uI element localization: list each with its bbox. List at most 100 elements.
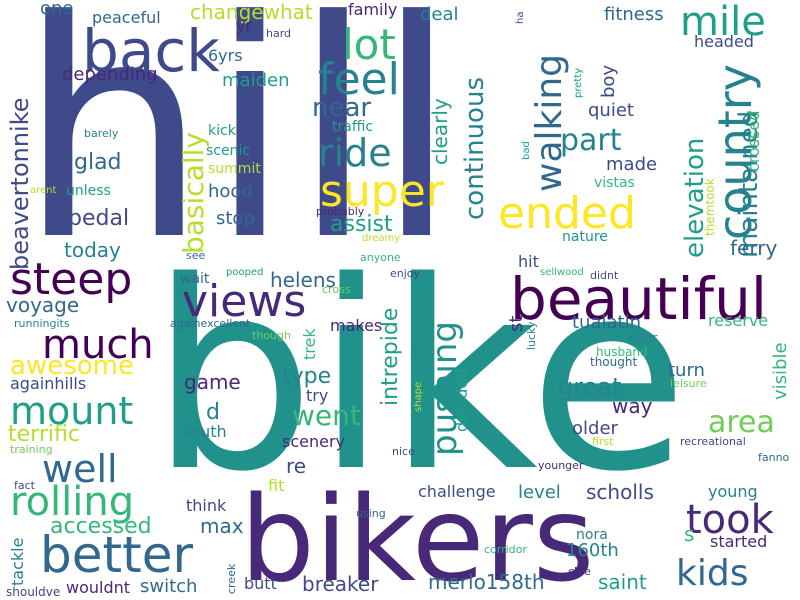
word-training: training — [10, 443, 53, 456]
word-reserve: reserve — [708, 311, 769, 330]
word-game: game — [184, 370, 241, 394]
word-fitness: fitness — [604, 4, 664, 25]
word-though: though — [252, 329, 291, 342]
word-wait: wait — [180, 271, 210, 287]
word-much: much — [42, 322, 154, 368]
word-tackle: tackle — [8, 537, 27, 586]
word-started: started — [710, 532, 768, 551]
word-challenge: challenge — [418, 482, 496, 501]
word-breaker: breaker — [302, 572, 379, 596]
word-awesome: awesome — [10, 351, 134, 381]
word-hood: hood — [208, 181, 253, 202]
word-creek: creek — [225, 563, 238, 594]
word-fit: fit — [268, 476, 285, 495]
word-barely: barely — [84, 127, 119, 140]
word-6yrs: 6yrs — [208, 46, 243, 65]
word-fact: fact — [14, 479, 35, 492]
word-took: took — [686, 497, 774, 543]
word-maiden: maiden — [222, 70, 290, 91]
word-depending: depending — [62, 64, 158, 85]
word-st: st — [506, 315, 527, 332]
word-themtook: themtook — [703, 178, 717, 236]
word-near: near — [312, 93, 372, 123]
word-s: s — [684, 522, 695, 546]
word-saint: saint — [598, 570, 647, 594]
word-nora: nora — [576, 527, 608, 543]
word-accessed: accessed — [50, 514, 152, 539]
word-young: young — [708, 482, 758, 501]
word-turn: turn — [668, 360, 705, 381]
word-lucky: lucky — [525, 321, 538, 350]
word-glad: glad — [74, 150, 122, 175]
word-visible: visible — [770, 342, 791, 400]
word-first: first — [592, 435, 614, 448]
word-probably: probably — [316, 205, 365, 218]
word-level: level — [518, 482, 561, 503]
word-terrific: terrific — [8, 422, 80, 447]
word-nature: nature — [562, 229, 608, 245]
word-sellwood: sellwood — [540, 267, 584, 278]
word-great: great — [558, 373, 622, 401]
word-peaceful: peaceful — [92, 8, 161, 27]
word-hard: hard — [266, 27, 292, 40]
word-trek: trek — [300, 328, 319, 360]
word-mount: mount — [10, 389, 134, 433]
word-ferry: ferry — [730, 236, 778, 260]
word-back: back — [82, 17, 220, 85]
word-beautiful: beautiful — [510, 265, 767, 333]
word-ride: ride — [318, 131, 392, 175]
word-today: today — [64, 238, 121, 262]
word-makes: makes — [330, 316, 383, 335]
word-bad: bad — [521, 141, 532, 160]
word-anyone: anyone — [360, 251, 401, 264]
word-mile: mile — [680, 0, 766, 45]
word-enjoy: enjoy — [390, 267, 421, 280]
word-summit: summit — [208, 161, 261, 177]
word-using: using — [356, 507, 386, 520]
word-againexcellent: againexcellent — [170, 317, 251, 330]
word-area: area — [708, 405, 775, 440]
word-type: type — [282, 364, 332, 389]
word-scenic: scenic — [206, 143, 251, 159]
word-160th: 160th — [566, 540, 619, 561]
word-scenery: scenery — [282, 432, 346, 451]
word-intrepide: intrepide — [378, 307, 403, 406]
word-bikers: bikers — [240, 470, 595, 600]
word-kids: kids — [676, 553, 749, 594]
word-butt: butt — [244, 574, 277, 593]
word-assist: assist — [330, 212, 393, 237]
word-beavertonnike: beavertonnike — [6, 97, 34, 270]
word-part: part — [560, 123, 622, 158]
word-shape: shape — [413, 381, 424, 412]
word-recreational: recreational — [680, 435, 746, 448]
word-rolling: rolling — [10, 479, 135, 525]
word-wouldnt: wouldnt — [66, 578, 131, 597]
word-dreamy: dreamy — [362, 233, 401, 244]
word-vistas: vistas — [594, 175, 635, 191]
word-arent: arent — [30, 185, 57, 196]
word-tualatin: tualatin — [572, 312, 641, 333]
word-againhills: againhills — [10, 374, 87, 393]
word-fanno: fanno — [758, 451, 790, 464]
word-decided: decided — [452, 368, 471, 432]
word-older: older — [572, 418, 618, 439]
word-try: try — [306, 386, 329, 405]
word-hit: hit — [518, 252, 539, 271]
word-ended: ended — [498, 188, 636, 239]
word-d: d — [206, 400, 220, 425]
word-nice: nice — [392, 445, 415, 458]
word-deal: deal — [420, 4, 459, 25]
word-boy: boy — [598, 64, 619, 98]
word-think: think — [186, 496, 227, 515]
word-voyage: voyage — [6, 293, 80, 317]
word-killer: killer — [628, 331, 658, 345]
word-headed: headed — [694, 32, 754, 51]
word-ha: ha — [515, 11, 526, 24]
word-super: super — [320, 166, 444, 217]
word-helens: helens — [270, 268, 336, 292]
word-steep: steep — [10, 254, 133, 305]
word-bike: bike — [150, 227, 689, 529]
word-pretty: pretty — [573, 67, 584, 98]
word-clue: clue — [568, 565, 591, 578]
